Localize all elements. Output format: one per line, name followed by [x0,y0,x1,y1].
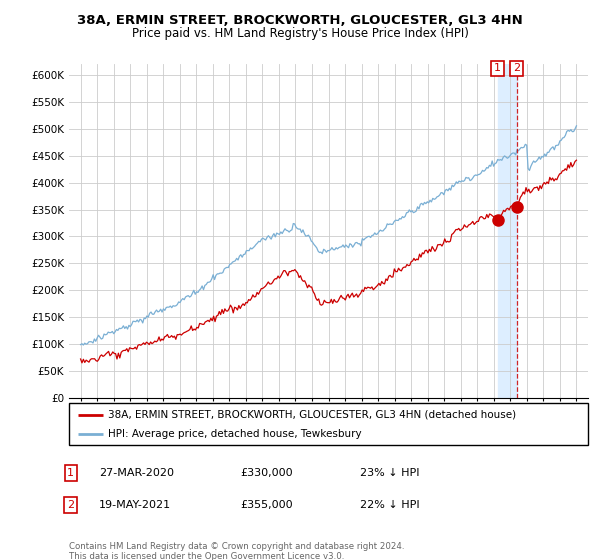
Text: 38A, ERMIN STREET, BROCKWORTH, GLOUCESTER, GL3 4HN (detached house): 38A, ERMIN STREET, BROCKWORTH, GLOUCESTE… [108,409,516,419]
Text: 38A, ERMIN STREET, BROCKWORTH, GLOUCESTER, GL3 4HN: 38A, ERMIN STREET, BROCKWORTH, GLOUCESTE… [77,14,523,27]
Text: Price paid vs. HM Land Registry's House Price Index (HPI): Price paid vs. HM Land Registry's House … [131,27,469,40]
Text: 23% ↓ HPI: 23% ↓ HPI [360,468,419,478]
Text: Contains HM Land Registry data © Crown copyright and database right 2024.
This d: Contains HM Land Registry data © Crown c… [69,542,404,560]
Text: £330,000: £330,000 [240,468,293,478]
Text: 27-MAR-2020: 27-MAR-2020 [99,468,174,478]
Text: 1: 1 [494,63,501,73]
Text: 22% ↓ HPI: 22% ↓ HPI [360,500,419,510]
Text: 2: 2 [67,500,74,510]
Bar [497,64,517,398]
Text: 2: 2 [513,63,520,73]
FancyBboxPatch shape [69,403,588,445]
Text: 19-MAY-2021: 19-MAY-2021 [99,500,171,510]
Text: £355,000: £355,000 [240,500,293,510]
Text: 1: 1 [67,468,74,478]
Text: HPI: Average price, detached house, Tewkesbury: HPI: Average price, detached house, Tewk… [108,429,362,439]
